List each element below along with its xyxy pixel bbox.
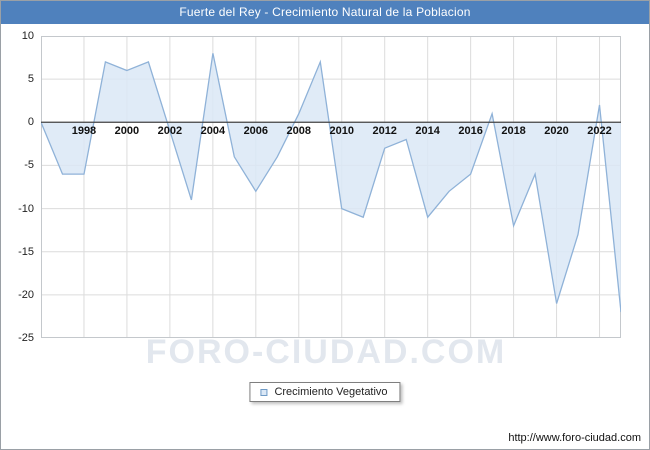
y-tick-label: -15: [18, 245, 34, 258]
y-tick-label: -25: [18, 332, 34, 344]
y-tick-label: 10: [21, 30, 34, 42]
chart-title-bar: Fuerte del Rey - Crecimiento Natural de …: [1, 1, 649, 24]
legend-series-marker-icon: [260, 388, 268, 396]
series-area: [41, 53, 621, 313]
chart-legend: Crecimiento Vegetativo: [249, 382, 401, 402]
legend-series-label: Crecimiento Vegetativo: [274, 386, 388, 398]
series-line: [41, 53, 621, 313]
y-tick-label: -10: [18, 202, 34, 215]
plot-area: [41, 36, 621, 338]
watermark-text: FORO-CIUDAD.COM: [145, 333, 507, 371]
chart-title: Fuerte del Rey - Crecimiento Natural de …: [179, 5, 471, 19]
y-tick-label: 5: [27, 73, 34, 86]
y-tick-label: -20: [18, 288, 34, 301]
y-axis-labels: 10 5 0 -5 -10 -15 -20 -25: [1, 30, 37, 344]
area-chart-svg: [41, 36, 621, 338]
y-tick-label: 0: [27, 116, 34, 129]
y-tick-label: -5: [24, 159, 34, 172]
source-url: http://www.foro-ciudad.com: [508, 432, 641, 444]
